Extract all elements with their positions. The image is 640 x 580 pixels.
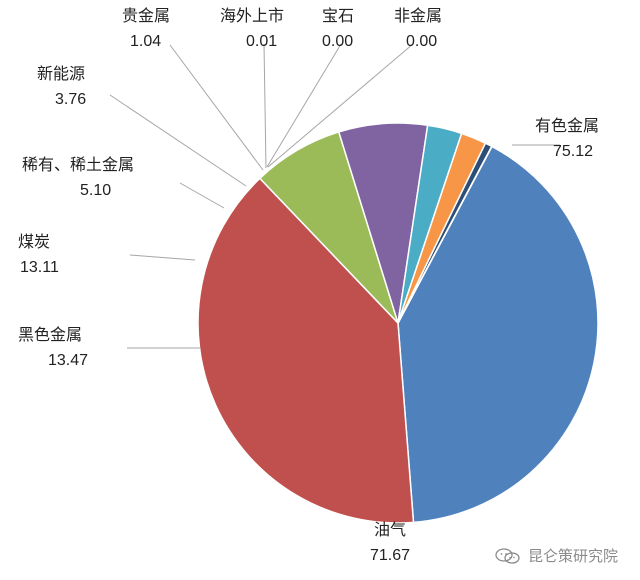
slice-9-leader-line [267, 43, 414, 168]
slice-0-category-label: 有色金属 [535, 116, 599, 135]
slices-layer [197, 122, 599, 524]
slice-7-category-label: 海外上市 [220, 6, 284, 25]
slice-3-value-label: 13.11 [20, 259, 59, 276]
slice-8-leader-line [266, 43, 342, 168]
slice-7-leader-line [263, 43, 267, 169]
labels-layer: 有色金属 75.12 油气 71.67 黑色金属 13.47 煤炭 13.11 稀有、稀土金属 5… [18, 6, 599, 564]
slice-4-leader-line [179, 182, 225, 209]
watermark: 昆仑策研究院 [494, 545, 618, 566]
wechat-icon [495, 547, 520, 564]
slice-0-value-label: 75.12 [553, 143, 593, 160]
slice-6-category-label: 贵金属 [122, 6, 170, 25]
slice-1-category-label: 油气 [374, 520, 406, 539]
slice-7-value-label: 0.01 [246, 33, 277, 50]
slice-5-leader-line [109, 94, 247, 187]
slice-4-category-label: 稀有、稀土金属 [22, 155, 134, 174]
slice-2-category-label: 黑色金属 [18, 325, 82, 344]
slice-0-wedge [397, 145, 599, 524]
watermark-text: 昆仑策研究院 [527, 547, 618, 565]
slice-1-value-label: 71.67 [370, 547, 410, 564]
slice-8-value-label: 0.00 [322, 33, 353, 50]
slice-5-category-label: 新能源 [37, 64, 85, 83]
slice-6-leader-line [169, 44, 264, 171]
slice-3-leader-line [129, 254, 196, 261]
slice-2-value-label: 13.47 [48, 352, 88, 369]
slice-8-category-label: 宝石 [322, 6, 354, 25]
slice-1-wedge [197, 177, 415, 524]
slice-3-category-label: 煤炭 [18, 232, 50, 251]
slice-9-wedge [397, 146, 493, 324]
slice-5-value-label: 3.76 [55, 91, 86, 108]
slice-6-value-label: 1.04 [130, 33, 161, 50]
slice-9-value-label: 0.00 [406, 33, 437, 50]
slice-9-category-label: 非金属 [394, 6, 442, 25]
slice-4-value-label: 5.10 [80, 182, 111, 199]
